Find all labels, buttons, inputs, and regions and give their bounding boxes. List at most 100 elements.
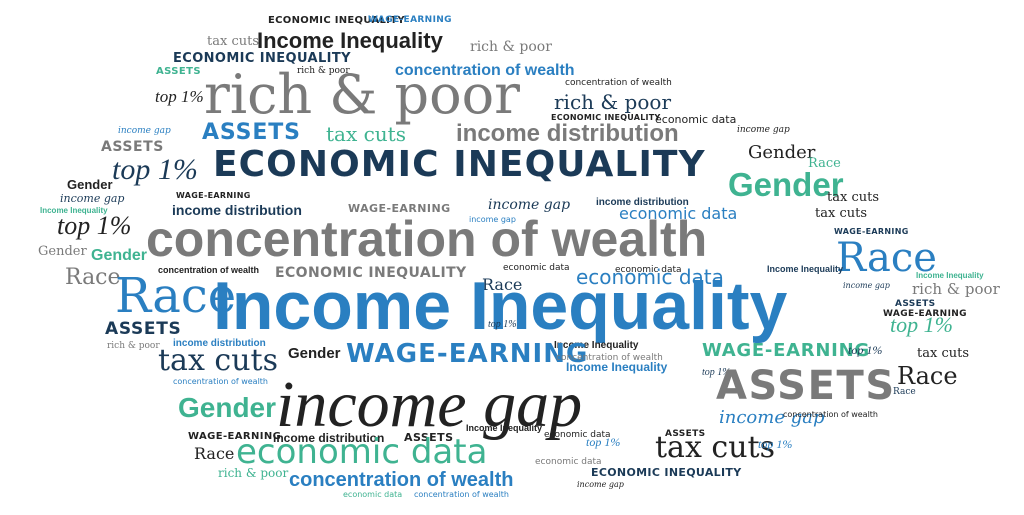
cloud-word: Gender	[728, 166, 844, 203]
cloud-word: concentration of wealth	[289, 469, 514, 491]
cloud-word: concentration of wealth	[783, 410, 878, 419]
cloud-word: tax cuts	[917, 346, 969, 361]
cloud-word: Income Inequality	[40, 206, 108, 215]
cloud-word: Race	[482, 275, 523, 294]
cloud-word: WAGE-EARNING	[368, 15, 452, 25]
cloud-word: WAGE-EARNING	[176, 191, 251, 200]
cloud-word: top 1%	[890, 312, 953, 337]
cloud-word: ECONOMIC INEQUALITY	[268, 15, 405, 26]
cloud-word: Gender	[288, 345, 341, 362]
cloud-word: economic data	[343, 490, 403, 499]
cloud-word: ASSETS	[716, 363, 896, 409]
cloud-word: rich & poor	[204, 63, 520, 126]
cloud-word: WAGE-EARNING	[834, 227, 909, 236]
cloud-word: economic data	[503, 263, 570, 273]
cloud-word: Income Inequality	[566, 360, 668, 374]
cloud-word: income gap	[488, 197, 571, 213]
cloud-word: Gender	[67, 177, 113, 192]
cloud-word: Race	[808, 156, 841, 171]
cloud-word: Income Inequality	[213, 268, 788, 344]
cloud-word: tax cuts	[827, 190, 879, 205]
cloud-word: ASSETS	[665, 429, 706, 439]
cloud-word: top 1%	[848, 343, 883, 357]
cloud-word: ECONOMIC INEQUALITY	[591, 466, 742, 479]
cloud-word: income distribution	[273, 431, 385, 445]
cloud-word: tax cuts	[326, 122, 406, 146]
cloud-word: income gap	[60, 192, 125, 205]
cloud-word: ASSETS	[895, 299, 936, 309]
cloud-word: income gap	[469, 215, 516, 224]
cloud-word: Income Inequality	[257, 28, 443, 53]
cloud-word: income gap	[118, 126, 171, 136]
cloud-word: rich & poor	[297, 66, 350, 76]
cloud-word: ASSETS	[105, 319, 182, 339]
cloud-word: concentration of wealth	[158, 265, 260, 275]
cloud-word: top 1%	[155, 87, 204, 106]
cloud-word: income gap	[276, 368, 583, 441]
cloud-word: economic data	[236, 432, 488, 472]
cloud-word: WAGE-EARNING	[883, 309, 967, 319]
cloud-word: WAGE-EARNING	[348, 202, 451, 215]
cloud-word: economic data	[655, 113, 737, 126]
cloud-word: WAGE-EARNING	[346, 339, 589, 369]
cloud-word: concentration of wealth	[414, 490, 509, 499]
cloud-word: ECONOMIC INEQUALITY	[173, 51, 351, 66]
cloud-word: tax cuts	[655, 430, 775, 465]
cloud-word: WAGE-EARNING	[702, 340, 870, 361]
cloud-word: Gender	[748, 142, 816, 163]
cloud-word: income distribution	[173, 338, 266, 349]
cloud-word: ASSETS	[101, 139, 164, 155]
cloud-word: concentration of wealth	[146, 211, 708, 267]
cloud-word: ASSETS	[404, 431, 454, 444]
cloud-word: rich & poor	[218, 466, 289, 480]
cloud-word: tax cuts	[207, 34, 259, 49]
cloud-word: rich & poor	[554, 90, 672, 114]
cloud-word: income gap	[719, 407, 825, 428]
cloud-word: ASSETS	[156, 66, 201, 77]
cloud-word: economic data	[576, 265, 724, 289]
cloud-word: top 1%	[57, 211, 132, 240]
cloud-word: income distribution	[172, 202, 302, 218]
cloud-word: Gender	[38, 244, 87, 259]
cloud-word: tax cuts	[158, 343, 278, 378]
cloud-word: income distribution	[596, 197, 689, 208]
cloud-word: Race	[115, 268, 237, 324]
cloud-word: income distribution	[456, 120, 679, 147]
cloud-word: WAGE-EARNING	[188, 431, 282, 442]
cloud-word: Income Inequality	[767, 264, 844, 274]
cloud-word: concentration of wealth	[565, 78, 672, 88]
cloud-word: ECONOMIC INEQUALITY	[213, 144, 706, 185]
cloud-word: Income Inequality	[554, 340, 639, 351]
cloud-word: concentration of wealth	[556, 353, 663, 363]
cloud-word: Race	[897, 362, 958, 390]
cloud-word: rich & poor	[470, 39, 552, 55]
cloud-word: income gap	[577, 480, 624, 489]
cloud-word: Race	[194, 444, 235, 463]
cloud-word: Income Inequality	[916, 271, 984, 280]
cloud-word: Race	[893, 387, 916, 397]
cloud-word: economic data	[619, 204, 738, 223]
cloud-word: Income Inequality	[466, 423, 543, 433]
cloud-word: Gender	[91, 247, 148, 264]
cloud-word: top 1%	[586, 435, 621, 449]
cloud-word: economic data	[615, 265, 682, 275]
cloud-word: concentration of wealth	[173, 377, 268, 386]
cloud-word: economic data	[544, 430, 611, 440]
cloud-word: Race	[836, 235, 937, 281]
cloud-word: rich & poor	[912, 280, 1000, 298]
cloud-word: ASSETS	[202, 120, 301, 145]
cloud-word: top 1%	[112, 153, 198, 186]
cloud-word: economic data	[535, 457, 602, 467]
cloud-word: concentration of wealth	[395, 62, 575, 79]
cloud-word: ECONOMIC INEQUALITY	[551, 113, 661, 122]
cloud-word: top 1%	[488, 319, 517, 330]
cloud-word: ECONOMIC INEQUALITY	[275, 265, 467, 281]
cloud-word: top 1%	[702, 367, 731, 378]
cloud-word: top 1%	[758, 437, 793, 451]
cloud-word: income gap	[737, 125, 790, 135]
cloud-word: Race	[65, 265, 121, 290]
cloud-word: tax cuts	[815, 206, 867, 221]
cloud-word: Gender	[178, 392, 277, 423]
cloud-word: rich & poor	[107, 341, 160, 351]
